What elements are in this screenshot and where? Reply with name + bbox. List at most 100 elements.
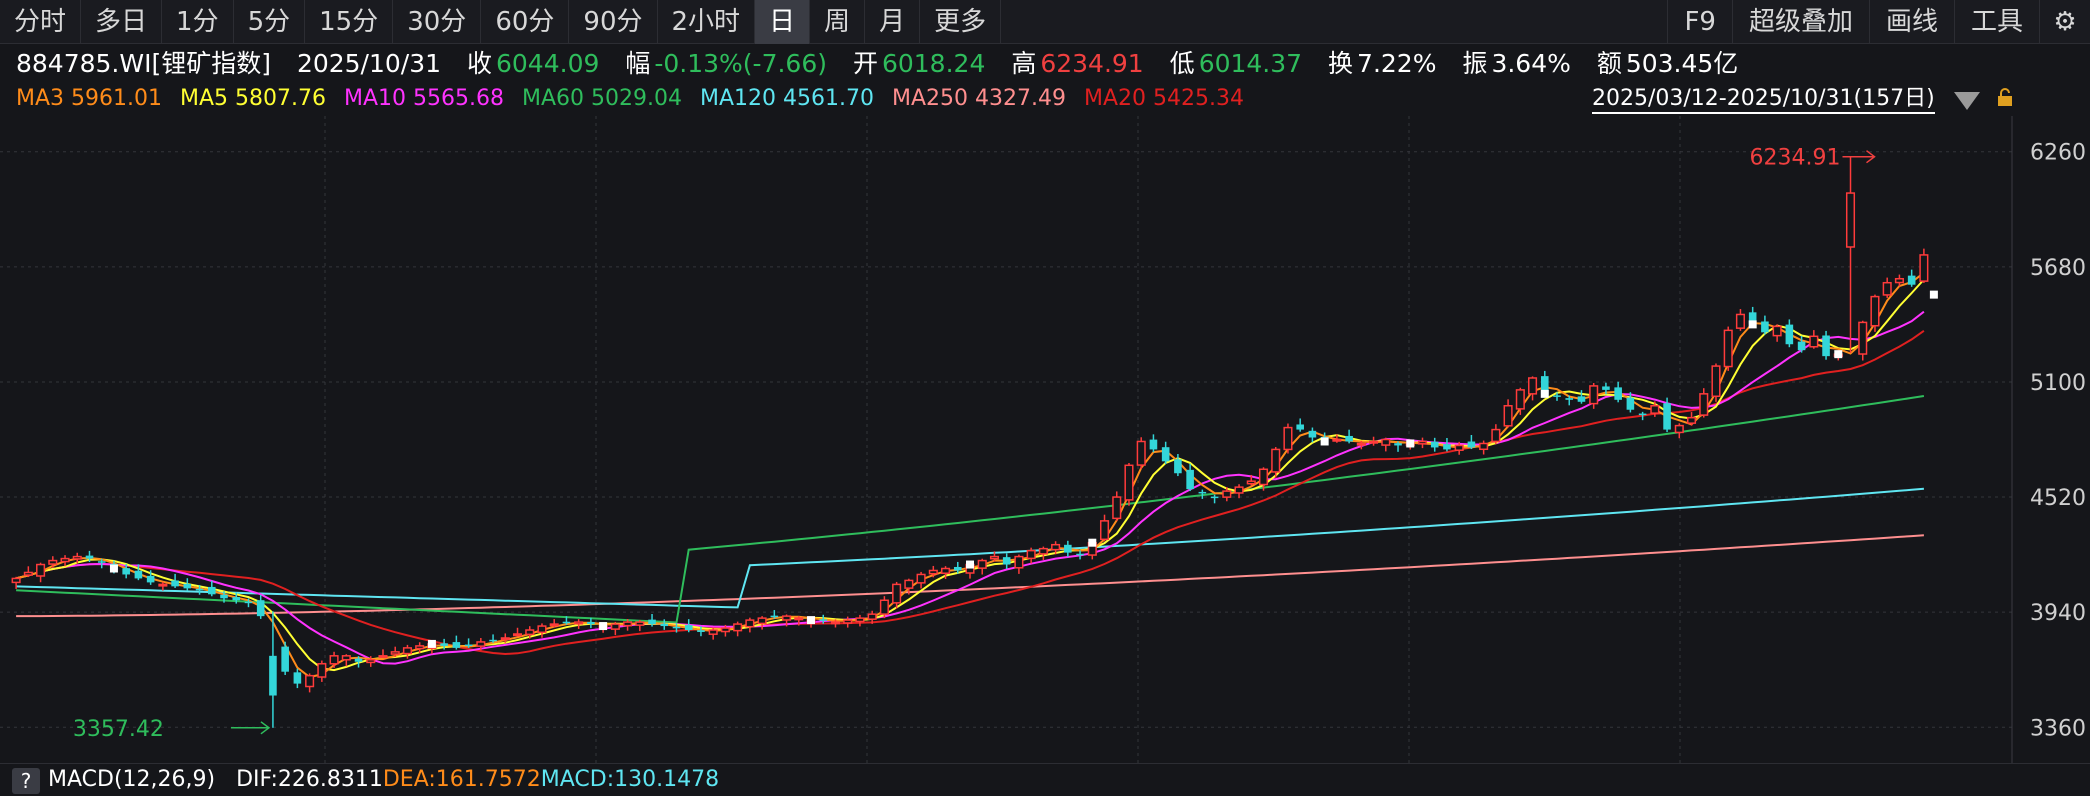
- kline-chart[interactable]: 3360 3940 4520 5100 5680 6260 6234.91 3357.42: [0, 116, 2090, 763]
- tab-2小时[interactable]: 2小时: [658, 0, 756, 44]
- dif-value: DIF:226.8311: [236, 767, 383, 792]
- candle-body: [23, 571, 33, 576]
- candle-body: [1822, 335, 1830, 357]
- ma-legend-ma20: MA20 5425.34: [1084, 86, 1244, 111]
- tab-60分[interactable]: 60分: [481, 0, 570, 44]
- tab-30分[interactable]: 30分: [393, 0, 482, 44]
- candle-body: [1345, 435, 1353, 442]
- y-tick-label: 3940: [2030, 601, 2086, 626]
- candle-body: [1430, 441, 1439, 448]
- date-range-selector[interactable]: 2025/03/12-2025/10/31(157日): [1592, 86, 1935, 114]
- tab-日[interactable]: 日: [755, 0, 811, 44]
- signal-marker: [599, 622, 608, 631]
- macd-label: MACD(12,26,9): [48, 767, 216, 792]
- candle-body: [60, 557, 70, 563]
- tool-超级叠加[interactable]: 超级叠加: [1731, 0, 1869, 44]
- candle-body: [1222, 490, 1232, 498]
- tab-15分[interactable]: 15分: [305, 0, 394, 44]
- tool-F9[interactable]: F9: [1667, 0, 1732, 44]
- candle-body: [1026, 549, 1036, 560]
- amplitude-label: 振: [1462, 49, 1488, 78]
- plot-background: [0, 116, 2012, 763]
- tab-1分[interactable]: 1分: [162, 0, 234, 44]
- turnover-label: 换: [1328, 49, 1354, 78]
- candle-body: [72, 555, 82, 560]
- candle-body: [830, 621, 841, 625]
- open-label: 开: [852, 49, 878, 78]
- candle-body: [1454, 444, 1464, 451]
- candle-body: [1858, 321, 1868, 355]
- candle-body: [549, 623, 559, 627]
- candle-body: [953, 566, 962, 571]
- turnover-value: 7.22%: [1357, 49, 1437, 78]
- candle-body: [1797, 341, 1806, 351]
- candle-body: [1246, 480, 1256, 485]
- lock-icon[interactable]: [1996, 88, 2014, 106]
- high-arrow: [1842, 150, 1876, 164]
- candle-body: [916, 573, 926, 584]
- tab-90分[interactable]: 90分: [569, 0, 658, 44]
- signal-marker: [1406, 439, 1415, 448]
- candle-body: [1882, 281, 1892, 296]
- candle-body: [415, 645, 425, 650]
- candle-body: [1381, 438, 1391, 446]
- candle-body: [1161, 447, 1170, 462]
- candle-body: [879, 599, 889, 615]
- candle-body: [1663, 403, 1671, 430]
- candle-body: [48, 559, 58, 565]
- candle-body: [574, 621, 584, 625]
- candle-body: [904, 579, 914, 589]
- last-marker: [1929, 290, 1938, 299]
- candle-body: [305, 674, 315, 688]
- candle-body: [1748, 312, 1757, 325]
- candle-body: [684, 625, 693, 631]
- ma60-line: [16, 395, 1925, 624]
- candle-body: [390, 651, 400, 655]
- y-tick-label: 6260: [2030, 141, 2086, 166]
- candle-body: [1809, 335, 1819, 348]
- candle-body: [1296, 424, 1304, 430]
- candle-body: [1870, 295, 1880, 327]
- candle-body: [244, 601, 253, 604]
- quote-bar: 884785.WI[锂矿指数] 2025/10/31 收 6044.09 幅 -0.…: [16, 46, 1742, 82]
- tab-多日[interactable]: 多日: [81, 0, 163, 44]
- tool-画线[interactable]: 画线: [1868, 0, 1954, 44]
- candle-body: [819, 619, 828, 621]
- candle-body: [1283, 426, 1293, 451]
- tab-更多[interactable]: 更多: [920, 0, 1002, 44]
- tab-月[interactable]: 月: [865, 0, 921, 44]
- candle-body: [537, 625, 547, 634]
- tab-5分[interactable]: 5分: [234, 0, 306, 44]
- quote-date: 2025/10/31: [296, 49, 442, 78]
- candle-body: [97, 561, 106, 563]
- amount-value: 503.45亿: [1625, 49, 1739, 78]
- macd-value: MACD:130.1478: [540, 767, 720, 792]
- candle-body: [171, 580, 179, 587]
- ma20-line: [15, 329, 1925, 656]
- help-icon[interactable]: ?: [12, 768, 40, 794]
- candle-body: [757, 617, 767, 625]
- candle-body: [1528, 377, 1538, 395]
- candle-body: [281, 646, 289, 672]
- ma-legend-ma120: MA120 4561.70: [700, 86, 874, 111]
- candle-body: [562, 621, 571, 624]
- tab-分时[interactable]: 分时: [0, 0, 82, 44]
- tab-周[interactable]: 周: [810, 0, 866, 44]
- candle-body: [1907, 275, 1916, 285]
- candle-body: [476, 641, 486, 647]
- candle-body: [1112, 496, 1122, 520]
- candle-body: [1124, 464, 1134, 501]
- candle-body: [1198, 491, 1207, 494]
- range-dropdown-icon[interactable]: [1954, 92, 1980, 110]
- candle-body: [1491, 428, 1501, 443]
- candle-body: [85, 555, 94, 559]
- candle-body: [36, 563, 46, 577]
- candle-body: [623, 621, 633, 627]
- gear-icon[interactable]: ⚙: [2039, 0, 2090, 44]
- signal-marker: [1088, 538, 1097, 547]
- candle-body: [928, 569, 938, 575]
- candle-body: [1589, 385, 1599, 405]
- candle-body: [1136, 440, 1146, 466]
- tool-工具[interactable]: 工具: [1953, 0, 2039, 44]
- ma-legend-ma5: MA5 5807.76: [180, 86, 326, 111]
